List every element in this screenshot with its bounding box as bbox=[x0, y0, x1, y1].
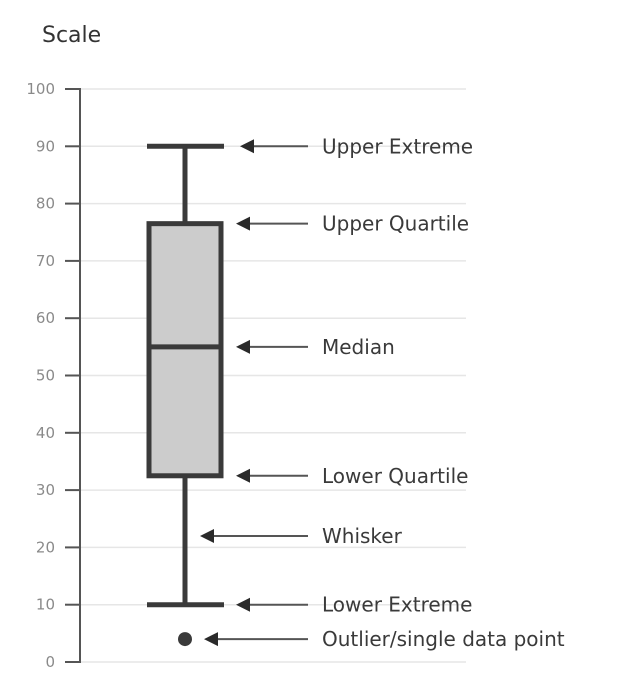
arrow-head-icon bbox=[200, 528, 214, 543]
annotation-label: Outlier/single data point bbox=[322, 627, 565, 651]
annotation-label: Upper Quartile bbox=[322, 212, 469, 236]
annotation-label: Whisker bbox=[322, 524, 403, 548]
y-tick-label: 60 bbox=[36, 309, 55, 327]
y-tick-label: 10 bbox=[36, 596, 55, 614]
y-tick-label: 100 bbox=[26, 80, 55, 98]
y-axis: 0 10 20 30 40 50 60 70 80 90 100 bbox=[26, 80, 81, 671]
arrow-head-icon bbox=[236, 597, 250, 612]
y-tick-label: 70 bbox=[36, 252, 55, 270]
outlier-point bbox=[178, 632, 192, 647]
y-tick-label: 0 bbox=[45, 653, 55, 671]
annotation-label: Lower Quartile bbox=[322, 464, 468, 488]
y-tick-label: 90 bbox=[36, 137, 55, 155]
y-tick-label: 20 bbox=[36, 538, 55, 556]
arrow-head-icon bbox=[204, 632, 218, 647]
interquartile-box bbox=[146, 221, 224, 479]
arrow-head-icon bbox=[236, 339, 250, 354]
y-tick-label: 40 bbox=[36, 424, 55, 442]
y-tick-label: 80 bbox=[36, 195, 55, 213]
annotations: Upper Extreme Upper Quartile Median Lower Q… bbox=[200, 134, 565, 651]
annotation-label: Lower Extreme bbox=[322, 593, 472, 617]
annotation-label: Upper Extreme bbox=[322, 134, 473, 158]
arrow-head-icon bbox=[236, 216, 250, 231]
y-tick-label: 50 bbox=[36, 367, 55, 385]
chart-title: Scale bbox=[42, 23, 101, 48]
annotation-label: Median bbox=[322, 335, 395, 359]
y-tick-label: 30 bbox=[36, 481, 55, 499]
gridlines bbox=[81, 88, 466, 663]
arrow-head-icon bbox=[236, 468, 250, 483]
box-plot bbox=[146, 143, 224, 647]
arrow-head-icon bbox=[240, 139, 254, 154]
